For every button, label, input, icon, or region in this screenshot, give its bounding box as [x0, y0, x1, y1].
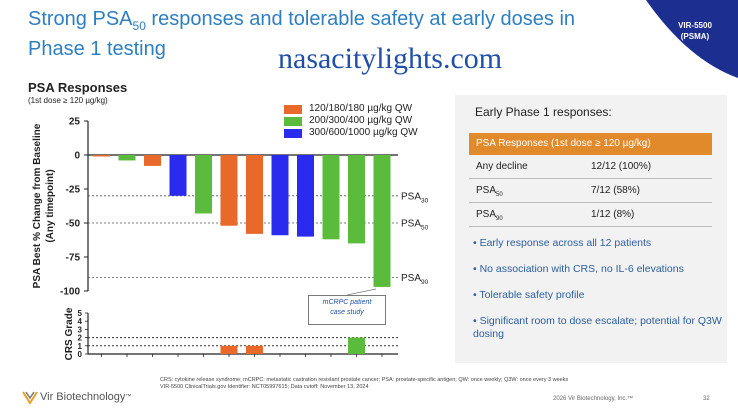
crs-y-axis-label: CRS Grade — [64, 307, 75, 360]
row-label-main: Any decline — [476, 161, 528, 172]
psa-bar — [169, 155, 187, 196]
legend-item: 200/300/400 µg/kg QW — [284, 115, 418, 127]
y-tick-label: -100 — [60, 287, 80, 298]
psa-bar — [297, 155, 314, 237]
row-value: 1/12 (8%) — [591, 209, 635, 220]
reference-label: PSA90 — [401, 273, 429, 286]
row-label-sub: 50 — [496, 192, 503, 198]
y-tick-label: -75 — [66, 253, 81, 264]
legend-label: 300/600/1000 µg/kg QW — [309, 127, 418, 138]
row-label: PSA90 — [476, 203, 591, 226]
row-label: PSA50 — [476, 179, 591, 202]
legend-label: 120/180/180 µg/kg QW — [309, 103, 413, 114]
bullet-item: • No association with CRS, no IL-6 eleva… — [473, 263, 684, 275]
psa-bar — [195, 155, 212, 214]
y-tick-label: -25 — [66, 185, 81, 196]
crs-y-tick-label: 2 — [78, 334, 83, 343]
crs-y-tick-label: 3 — [78, 325, 83, 334]
bullet-item: • Early response across all 12 patients — [473, 237, 652, 249]
legend-swatch — [284, 116, 302, 126]
copyright: 2026 Vir Biotechnology, Inc.™ — [553, 396, 634, 402]
responses-table: PSA Responses (1st dose ≥ 120 µg/kg) Any… — [469, 133, 712, 227]
panel-title: Early Phase 1 responses: — [475, 105, 612, 119]
row-label-sub: 90 — [496, 216, 503, 222]
psa-bar — [118, 155, 136, 161]
row-value: 12/12 (100%) — [591, 161, 652, 172]
watermark: nasacitylights.com — [278, 42, 503, 75]
crs-y-tick-label: 0 — [78, 350, 83, 359]
bullet-list: • Early response across all 12 patients … — [473, 237, 727, 354]
psa-bar — [271, 155, 289, 236]
psa-bar — [144, 155, 161, 166]
psa-bar — [246, 155, 263, 234]
corner-line-1: VIR-5500 — [678, 21, 712, 30]
crs-bar — [220, 345, 238, 354]
corner-label: VIR-5500 (PSMA) — [660, 20, 730, 42]
responses-panel: Early Phase 1 responses: PSA Responses (… — [455, 95, 727, 363]
logo-text: Vir Biotechnology — [40, 391, 126, 403]
logo-tm: ™ — [125, 394, 132, 400]
table-header: PSA Responses (1st dose ≥ 120 µg/kg) — [469, 133, 712, 155]
table-row: PSA50 7/12 (58%) — [469, 179, 712, 203]
legend-swatch — [284, 128, 302, 138]
title-part-1: Strong PSA — [28, 8, 133, 30]
table-row: PSA90 1/12 (8%) — [469, 203, 712, 227]
crs-y-tick-label: 1 — [78, 342, 83, 351]
chart-legend: 120/180/180 µg/kg QW 200/300/400 µg/kg Q… — [284, 103, 418, 139]
y-tick-label: 25 — [69, 117, 81, 128]
callout-connector — [346, 288, 377, 296]
legend-item: 300/600/1000 µg/kg QW — [284, 127, 418, 139]
corner-banner — [646, 0, 738, 78]
legend-label: 200/300/400 µg/kg QW — [309, 115, 413, 126]
footnote-line-2: VIR-5500 ClinicalTrials.gov Identifier: … — [160, 384, 369, 390]
corner-line-2: (PSMA) — [680, 32, 710, 41]
y-tick-label: -50 — [66, 219, 81, 230]
y-axis-label-line-2: (Any timepoint) — [45, 169, 56, 242]
page-number: 32 — [703, 396, 710, 402]
y-axis-label-line-1: PSA Best % Change from Baseline — [32, 123, 43, 288]
company-logo: Vir Biotechnology ™ — [22, 390, 131, 404]
title-part-2: responses and tolerable safety at early … — [28, 8, 576, 60]
crs-y-tick-label: 4 — [78, 317, 83, 326]
bullet-item: • Tolerable safety profile — [473, 289, 585, 301]
page-title: Strong PSA50 responses and tolerable saf… — [28, 8, 588, 61]
legend-swatch — [284, 104, 302, 114]
section-subtitle: (1st dose ≥ 120 µg/kg) — [28, 96, 108, 105]
row-label: Any decline — [476, 155, 591, 178]
psa-bar — [348, 155, 365, 244]
crs-bar — [348, 337, 365, 354]
logo-mark-icon — [22, 391, 38, 404]
psa-bar — [322, 155, 340, 240]
psa-bar — [93, 155, 110, 157]
psa-bar — [220, 155, 238, 226]
footnote: CRS: cytokine release syndrome; mCRPC: m… — [160, 377, 568, 391]
row-value: 7/12 (58%) — [591, 185, 640, 196]
case-study-callout: mCRPC patient case study — [308, 295, 386, 325]
reference-label: PSA50 — [401, 219, 429, 232]
legend-item: 120/180/180 µg/kg QW — [284, 103, 418, 115]
row-label-main: PSA — [476, 185, 497, 196]
callout-line-1: mCRPC patient — [322, 299, 372, 306]
footnote-line-1: CRS: cytokine release syndrome; mCRPC: m… — [160, 377, 569, 383]
callout-line-2: case study — [330, 309, 364, 316]
table-row: Any decline 12/12 (100%) — [469, 155, 712, 179]
crs-bar — [246, 345, 263, 354]
bullet-item: • Significant room to dose escalate; pot… — [473, 315, 722, 340]
reference-label: PSA30 — [401, 191, 429, 204]
crs-y-tick-label: 5 — [78, 309, 83, 318]
section-title: PSA Responses — [28, 80, 128, 95]
y-tick-label: 0 — [74, 151, 80, 162]
title-subscript: 50 — [132, 19, 146, 33]
row-label-main: PSA — [476, 209, 497, 220]
psa-bar — [373, 155, 391, 287]
